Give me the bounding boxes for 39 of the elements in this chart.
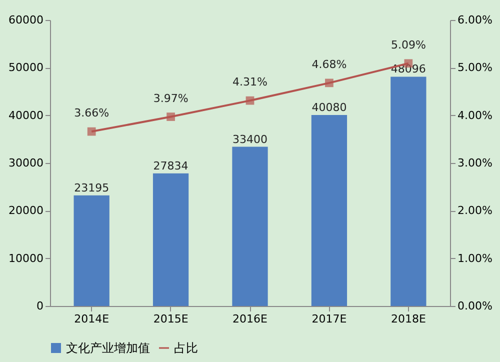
bar <box>232 146 268 306</box>
y-tick-label: 30000 <box>8 156 44 170</box>
y-tick-label: 10000 <box>8 252 44 265</box>
point <box>87 127 96 136</box>
y2-tick-label: 4.00% <box>458 108 492 122</box>
bar <box>390 76 426 306</box>
bar <box>74 195 110 306</box>
x-tick-label: 2015E <box>153 312 188 326</box>
legend-label: 占比 <box>174 341 198 355</box>
point <box>166 112 175 121</box>
y2-tick-label: 3.00% <box>458 156 492 170</box>
data-label: 4.31% <box>232 76 268 89</box>
data-label: 5.09% <box>390 38 426 52</box>
point <box>325 78 334 88</box>
data-label: 4.68% <box>312 58 347 71</box>
y-tick-label: 60000 <box>8 14 44 26</box>
data-label: 27834 <box>153 159 188 172</box>
y2-tick-label: 5.00% <box>458 61 492 74</box>
x-tick-label: 2017E <box>312 312 347 326</box>
x-tick-label: 2014E <box>74 312 110 326</box>
data-label: 40080 <box>312 100 347 114</box>
data-label: 23195 <box>74 181 110 194</box>
y-tick-label: 0 <box>36 300 44 312</box>
legend-label: 文化产业增加值 <box>66 341 150 355</box>
x-tick-label: 2018E <box>390 312 426 326</box>
y2-tick-label: 0.00% <box>458 300 492 312</box>
data-label: 3.66% <box>74 106 110 120</box>
y2-tick-label: 1.00% <box>458 252 492 265</box>
y-tick-label: 50000 <box>8 61 44 74</box>
x-tick-label: 2016E <box>232 312 268 326</box>
y-tick-label: 20000 <box>8 204 44 218</box>
data-label: 3.97% <box>153 92 188 105</box>
bar <box>152 173 189 306</box>
y-tick-label: 40000 <box>8 108 44 122</box>
y2-tick-label: 6.00% <box>458 14 492 26</box>
point <box>246 96 254 105</box>
bar <box>311 114 348 306</box>
y2-tick-label: 2.00% <box>458 204 492 218</box>
data-label: 33400 <box>232 132 268 146</box>
